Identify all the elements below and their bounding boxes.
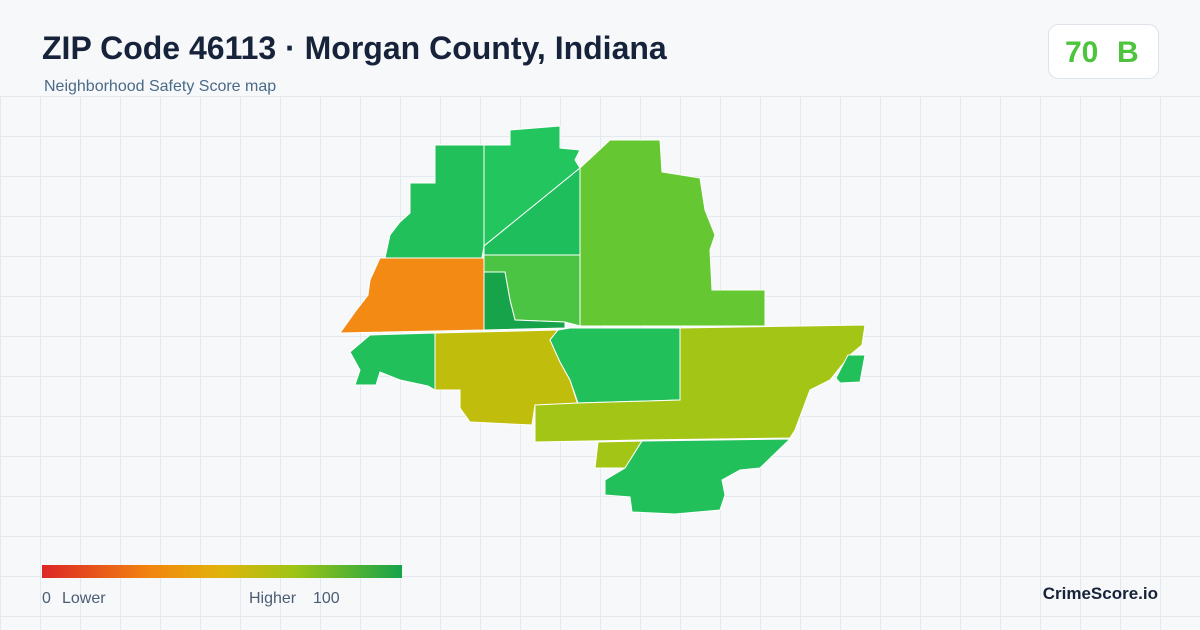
legend-max: 100	[313, 590, 340, 607]
region	[579, 139, 766, 327]
score-badge	[1048, 24, 1159, 79]
brand: CrimeScore.io	[1043, 584, 1158, 603]
title: ZIP Code 46113 · Morgan County, Indiana	[42, 30, 667, 66]
header-bg	[0, 0, 1200, 96]
score-value: 70	[1065, 36, 1098, 69]
score-grade: B	[1117, 36, 1139, 69]
region	[483, 271, 566, 331]
region	[604, 438, 792, 515]
region	[349, 332, 436, 391]
legend-min-label: Lower	[62, 590, 106, 607]
region	[835, 354, 866, 384]
legend-gradient	[42, 565, 402, 578]
legend-min: 0	[42, 590, 51, 607]
subtitle: Neighborhood Safety Score map	[44, 78, 276, 95]
region	[534, 324, 866, 443]
map	[339, 125, 866, 515]
legend-max-label: Higher	[249, 590, 297, 607]
